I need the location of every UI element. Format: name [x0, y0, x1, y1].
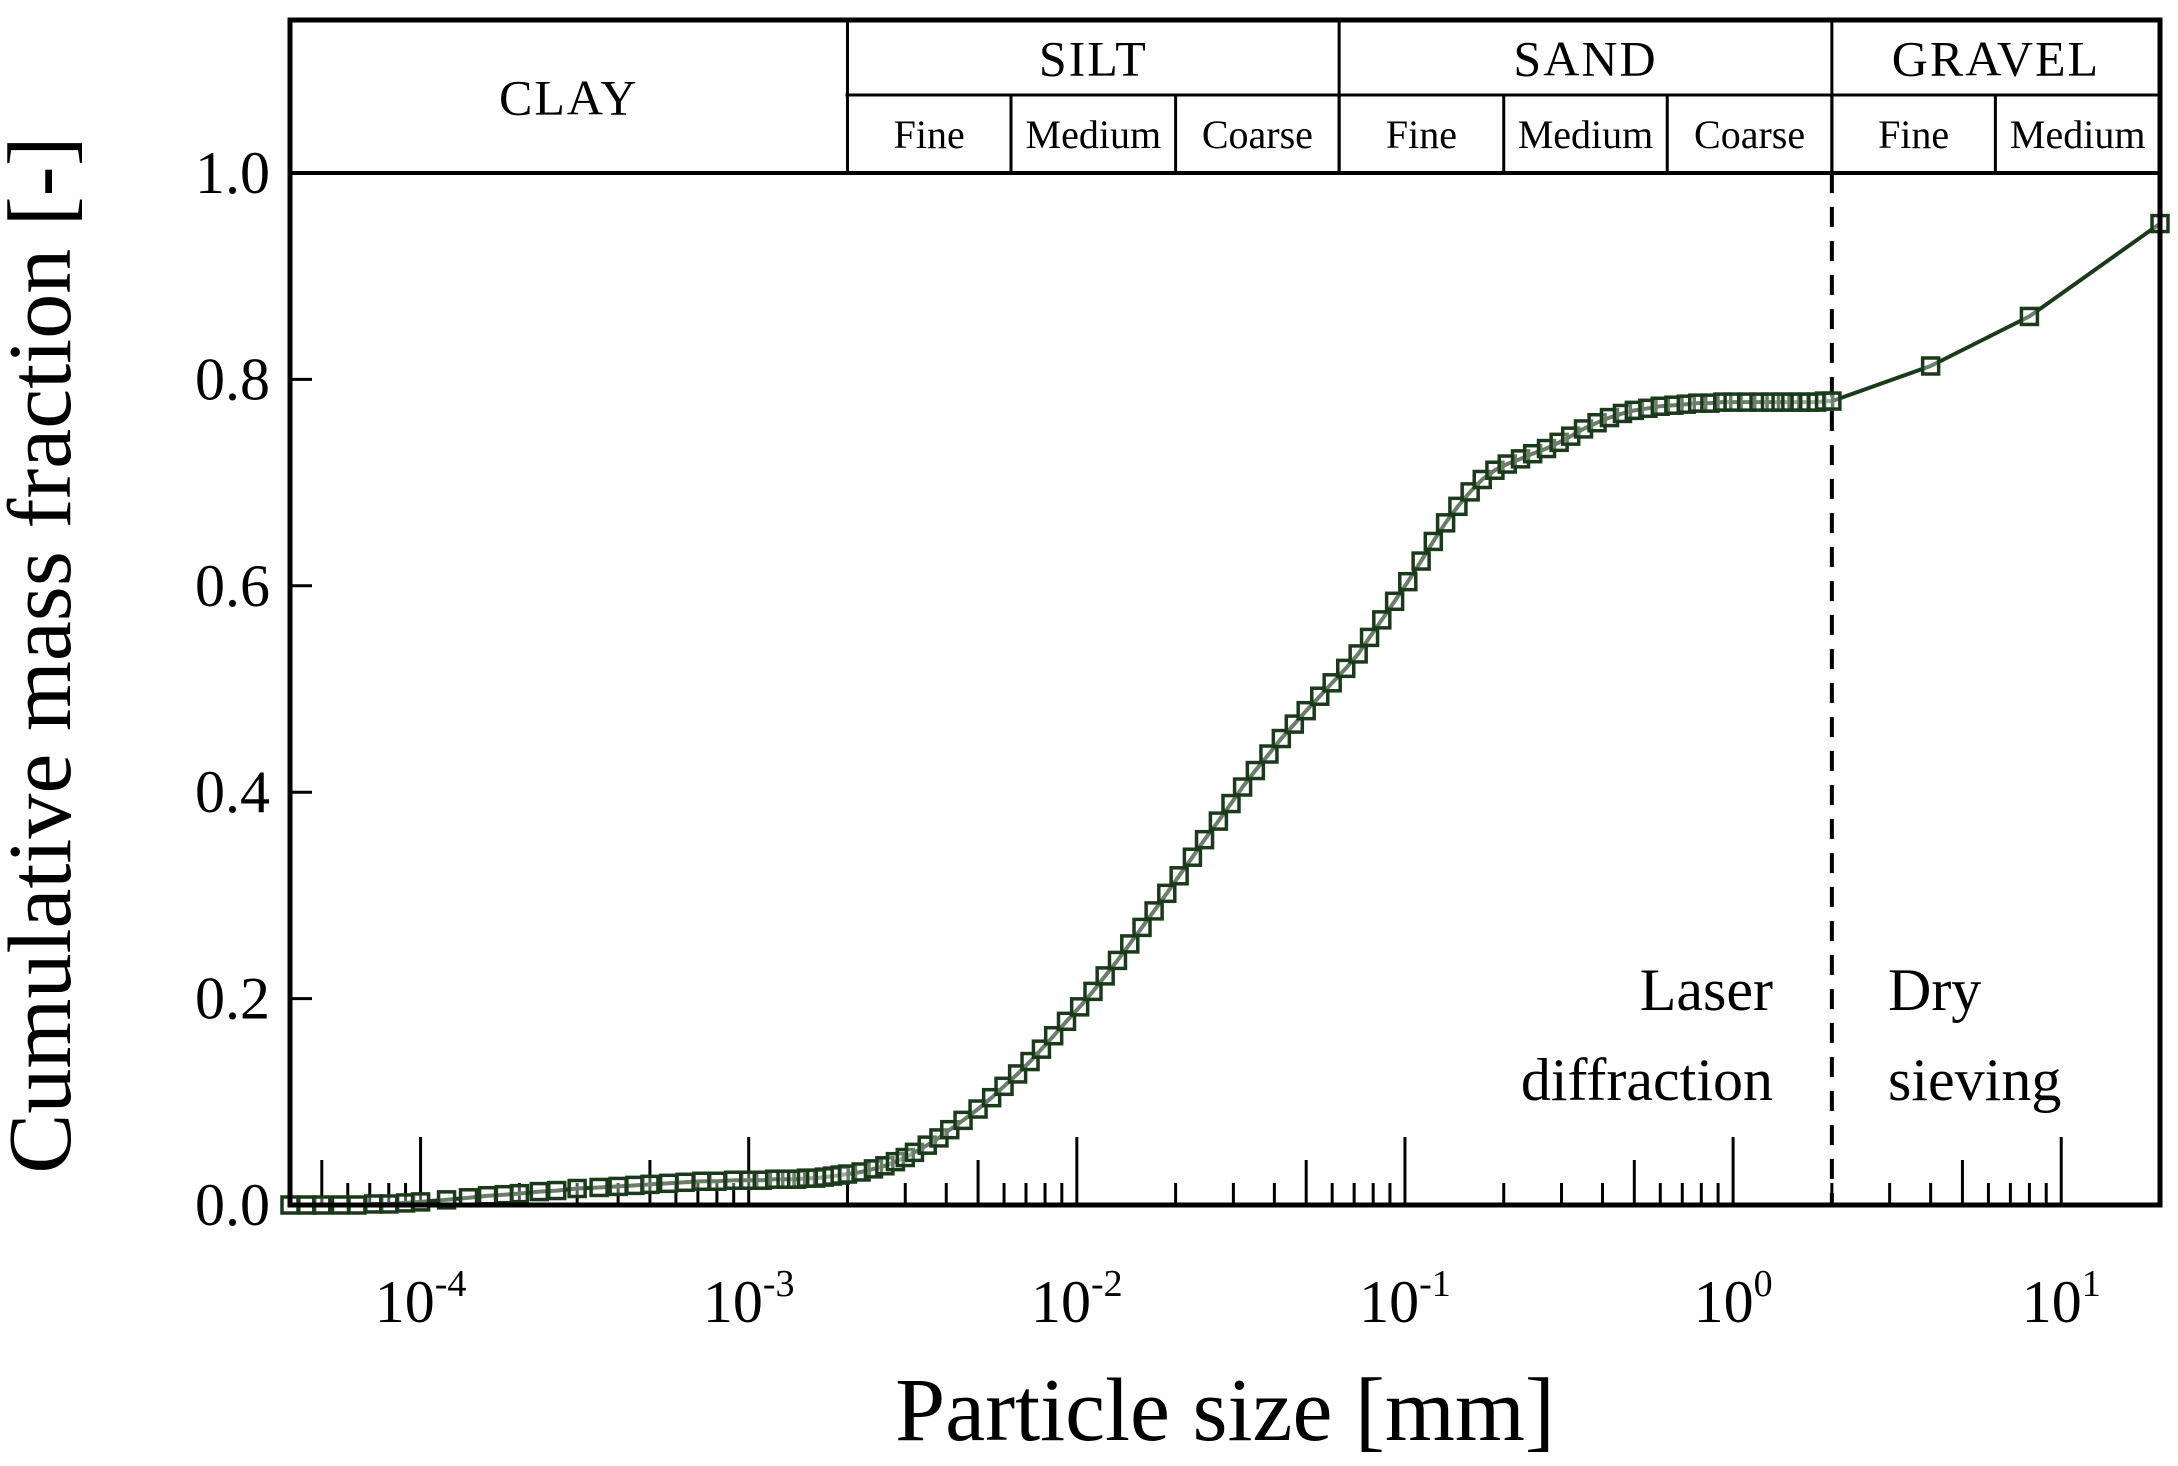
data-point-marker — [953, 1110, 973, 1131]
clay-cell — [292, 22, 846, 171]
data-point-marker — [1056, 1011, 1077, 1032]
data-point-marker — [1232, 777, 1253, 797]
data-point-marker — [786, 1169, 807, 1189]
y-tick-label: 0.2 — [195, 966, 270, 1032]
data-point-marker — [1522, 443, 1543, 464]
data-point-marker — [1822, 391, 1842, 411]
data-point-marker — [675, 1172, 695, 1193]
x-tick-label: 10-4 — [375, 1263, 467, 1335]
y-tick-label: 0.8 — [195, 346, 270, 412]
annotation-diffraction: diffraction — [1521, 1047, 1773, 1113]
y-tick-label: 1.0 — [195, 140, 270, 206]
subclass-label: Medium — [2010, 112, 2146, 157]
annotation-sieving: sieving — [1888, 1047, 2061, 1113]
data-point-marker — [1107, 950, 1128, 971]
data-point-marker — [1920, 356, 1941, 376]
y-axis-title: Cumulative mass fraction [-] — [0, 136, 90, 1173]
data-point-marker — [1423, 531, 1444, 552]
subclass-label: Fine — [894, 112, 965, 157]
subclass-label: Fine — [1386, 112, 1457, 157]
data-point-marker — [546, 1180, 567, 1201]
data-point-marker — [1132, 917, 1152, 938]
plot-frame — [287, 17, 2163, 1208]
data-point-marker — [477, 1185, 498, 1206]
x-tick-label: 100 — [1694, 1263, 1773, 1335]
class-label-silt: SILT — [1039, 31, 1148, 87]
tick-marks-layer: 0.0 0.2 0.4 0.6 0.8 1.0 10-4 10-3 10-2 10-1 100 101 — [195, 140, 2162, 1335]
subclass-label: Coarse — [1202, 112, 1313, 157]
x-tick-label: 101 — [2022, 1263, 2101, 1335]
data-point-marker — [509, 1183, 530, 1204]
data-point-marker — [1245, 760, 1266, 781]
data-point-marker — [1771, 392, 1791, 412]
data-point-marker — [1384, 591, 1405, 612]
x-axis-title: Particle size [mm] — [895, 1361, 1555, 1460]
data-point-marker — [1221, 793, 1241, 814]
data-point-marker — [1336, 658, 1356, 679]
y-tick-label: 0.0 — [195, 1172, 270, 1238]
data-point-marker — [567, 1178, 587, 1199]
data-point-marker — [1043, 1026, 1064, 1046]
data-point-marker — [1271, 728, 1292, 749]
y-tick-label: 0.6 — [195, 553, 270, 619]
data-point-marker — [589, 1177, 609, 1198]
data-point-marker — [608, 1176, 628, 1197]
data-point-marker — [2019, 306, 2040, 327]
data-point-marker — [1348, 644, 1368, 664]
data-point-marker — [1069, 997, 1090, 1017]
x-tick-label: 10-2 — [1031, 1263, 1123, 1335]
data-point-marker — [410, 1192, 431, 1212]
annotation-dry: Dry — [1888, 957, 1981, 1023]
soil-classification-header: CLAY SILT SAND GRAVEL Fine Medium Coarse Fine Me… — [290, 20, 2160, 173]
data-point-marker — [658, 1173, 679, 1194]
data-point-marker — [1411, 551, 1431, 571]
x-tick-label: 10-1 — [1359, 1263, 1451, 1335]
data-point-marker — [1120, 934, 1140, 954]
subclass-label: Fine — [1878, 112, 1949, 157]
class-label-gravel: GRAVEL — [1892, 31, 2100, 87]
class-label-sand: SAND — [1513, 31, 1657, 87]
subclass-label: Medium — [1518, 112, 1654, 157]
x-tick-label: 10-3 — [703, 1263, 795, 1335]
data-series-layer — [280, 173, 2170, 1215]
data-point-marker — [529, 1181, 550, 1202]
data-point-marker — [1182, 847, 1203, 867]
data-point-marker — [1322, 673, 1342, 693]
subclass-label: Coarse — [1694, 112, 1805, 157]
data-point-marker — [1259, 744, 1279, 764]
annotation-laser: Laser — [1640, 957, 1773, 1023]
data-point-marker — [1398, 571, 1418, 592]
data-point-marker — [1208, 811, 1229, 831]
data-point-marker — [1157, 883, 1177, 904]
data-point-marker — [1144, 901, 1164, 921]
data-point-marker — [1359, 627, 1380, 648]
data-point-marker — [1194, 829, 1215, 850]
data-point-marker — [1296, 700, 1316, 721]
data-point-marker — [1372, 610, 1392, 630]
data-point-marker — [640, 1174, 660, 1195]
subclass-label: Medium — [1026, 112, 1162, 157]
data-point-marker — [1448, 496, 1468, 517]
data-point-marker — [1169, 866, 1189, 886]
plot-border — [287, 17, 2163, 1208]
data-point-marker — [707, 1171, 727, 1192]
series-line — [290, 221, 2162, 1207]
data-point-marker — [1083, 981, 1103, 1002]
data-point-marker — [1095, 966, 1115, 986]
y-tick-label: 0.4 — [195, 759, 270, 825]
data-point-marker — [1435, 513, 1456, 533]
class-label-clay: CLAY — [499, 70, 639, 126]
